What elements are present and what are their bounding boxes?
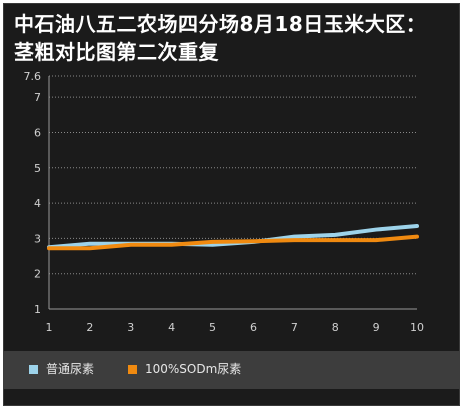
legend-item-series-2[interactable]: 100%SODm尿素	[128, 362, 241, 376]
series-line-1	[47, 224, 419, 250]
y-tick-label: 6	[34, 126, 41, 139]
y-tick-label: 1	[34, 303, 41, 316]
y-tick-label: 5	[34, 162, 41, 175]
y-tick-label: 4	[34, 197, 41, 210]
legend-label-series-1: 普通尿素	[46, 362, 95, 376]
x-tick-label: 4	[168, 321, 175, 334]
chart-frame: 中石油八五二农场四分场8月18日玉米大区：茎粗对比图第二次重复	[3, 3, 460, 406]
x-tick-label: 2	[86, 321, 93, 334]
legend-swatch-series-1	[29, 364, 38, 374]
x-tick-label: 1	[46, 321, 53, 334]
x-tick-label: 8	[332, 321, 339, 334]
x-tick-label: 9	[373, 321, 380, 334]
legend: 普通尿素 100%SODm尿素	[3, 351, 460, 389]
x-tick-label: 7	[291, 321, 298, 334]
y-tick-label: 2	[34, 268, 41, 281]
legend-swatch-series-2	[128, 364, 137, 374]
x-tick-label: 3	[127, 321, 134, 334]
series-line-2	[47, 234, 419, 251]
chart-title: 中石油八五二农场四分场8月18日玉米大区：茎粗对比图第二次重复	[14, 12, 427, 64]
y-tick-label: 7.6	[24, 70, 42, 83]
legend-label-series-2: 100%SODm尿素	[145, 362, 242, 376]
y-tick-label: 3	[34, 232, 41, 245]
y-tick-label: 7	[34, 91, 41, 104]
x-tick-label: 5	[209, 321, 216, 334]
legend-item-series-1[interactable]: 普通尿素	[29, 362, 94, 376]
x-tick-label: 10	[410, 321, 424, 334]
x-tick-label: 6	[250, 321, 257, 334]
